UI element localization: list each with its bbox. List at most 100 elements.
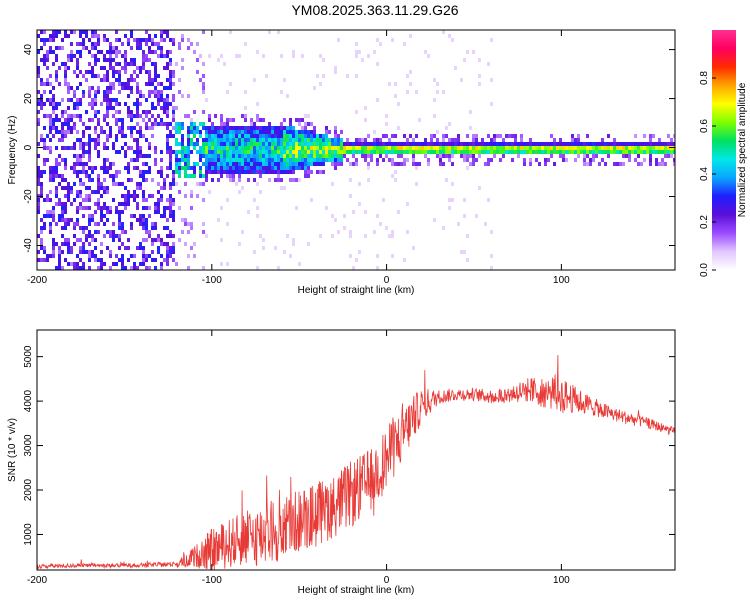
spectrogram-cell: [331, 150, 334, 154]
spectrogram-cell: [442, 154, 445, 158]
spectrogram-cell: [160, 174, 163, 178]
spectrogram-cell: [307, 242, 310, 246]
spectrogram-cell: [280, 54, 283, 58]
spectrogram-cell: [67, 222, 70, 226]
spectrogram-cell: [187, 222, 190, 226]
spectrogram-cell: [67, 186, 70, 190]
spectrogram-cell: [49, 90, 52, 94]
spectrogram-cell: [460, 142, 463, 146]
spectrogram-cell: [85, 70, 88, 74]
spectrogram-cell: [550, 134, 553, 138]
spectrogram-cell: [157, 250, 160, 254]
spectrogram-cell: [328, 158, 331, 162]
spectrogram-cell: [76, 114, 79, 118]
spectrogram-cell: [136, 98, 139, 102]
spectrogram-cell: [133, 198, 136, 202]
spectrogram-cell: [67, 242, 70, 246]
spectrogram-cell: [364, 150, 367, 154]
spectrogram-cell: [40, 190, 43, 194]
spectrogram-cell: [634, 146, 637, 150]
spectrogram-cell: [100, 102, 103, 106]
spectrogram-cell: [127, 86, 130, 90]
spectrogram-cell: [205, 146, 208, 150]
spectrogram-cell: [175, 126, 178, 130]
spectrogram-cell: [292, 162, 295, 166]
spectrogram-cell: [172, 134, 175, 138]
spectrogram-cell: [259, 118, 262, 122]
spectrogram-cell: [427, 150, 430, 154]
spectrogram-cell: [253, 142, 256, 146]
spectrogram-cell: [448, 146, 451, 150]
spectrogram-cell: [382, 198, 385, 202]
spectrogram-cell: [169, 182, 172, 186]
spectrogram-cell: [280, 150, 283, 154]
spectrogram-cell: [82, 266, 85, 270]
spectrogram-cell: [46, 158, 49, 162]
spectrogram-cell: [457, 146, 460, 150]
spectrogram-cell: [70, 86, 73, 90]
spectrogram-cell: [139, 218, 142, 222]
spectrogram-cell: [85, 194, 88, 198]
spectrogram-cell: [55, 166, 58, 170]
spectrogram-cell: [280, 158, 283, 162]
spectrogram-cell: [604, 162, 607, 166]
spectrogram-cell: [172, 42, 175, 46]
spectrogram-cell: [172, 182, 175, 186]
spectrogram-cell: [64, 206, 67, 210]
spectrogram-cell: [61, 62, 64, 66]
spectrogram-cell: [520, 138, 523, 142]
spectrogram-cell: [118, 130, 121, 134]
spectrogram-cell: [94, 202, 97, 206]
spectrogram-cell: [250, 146, 253, 150]
spectrogram-cell: [58, 82, 61, 86]
spectrogram-cell: [145, 54, 148, 58]
spectrogram-cell: [61, 202, 64, 206]
spectrogram-cell: [364, 210, 367, 214]
spectrogram-cell: [406, 158, 409, 162]
spectrogram-cell: [175, 130, 178, 134]
spectrogram-cell: [175, 122, 178, 126]
spectrogram-cell: [94, 74, 97, 78]
spectrogram-cell: [190, 138, 193, 142]
spectrogram-cell: [76, 210, 79, 214]
spectrogram-cell: [133, 114, 136, 118]
spectrogram-cell: [466, 234, 469, 238]
spectrogram-cell: [322, 158, 325, 162]
spectrogram-cell: [166, 142, 169, 146]
spectrogram-cell: [217, 146, 220, 150]
spectrogram-cell: [298, 146, 301, 150]
spectrogram-cell: [136, 154, 139, 158]
spectrogram-cell: [643, 142, 646, 146]
spectrogram-cell: [283, 186, 286, 190]
spectrogram-cell: [97, 110, 100, 114]
spectrogram-cell: [130, 58, 133, 62]
spectrogram-cell: [259, 170, 262, 174]
spectrogram-cell: [112, 58, 115, 62]
spectrogram-cell: [259, 146, 262, 150]
spectrogram-cell: [142, 62, 145, 66]
spectrogram-cell: [106, 90, 109, 94]
spectrogram-cell: [232, 118, 235, 122]
spectrogram-cell: [376, 254, 379, 258]
spectrogram-cell: [139, 186, 142, 190]
spectrogram-cell: [97, 42, 100, 46]
spectrogram-cell: [262, 166, 265, 170]
y-tick-label: 20: [23, 93, 34, 105]
spectrogram-cell: [496, 146, 499, 150]
spectrogram-cell: [49, 222, 52, 226]
spectrogram-cell: [145, 254, 148, 258]
spectrogram-cell: [37, 74, 40, 78]
spectrogram-cell: [229, 138, 232, 142]
spectrogram-cell: [358, 138, 361, 142]
spectrogram-cell: [355, 54, 358, 58]
spectrogram-cell: [154, 34, 157, 38]
spectrogram-cell: [52, 106, 55, 110]
spectrogram-cell: [139, 134, 142, 138]
spectrogram-cell: [304, 158, 307, 162]
spectrogram-cell: [40, 170, 43, 174]
spectrogram-cell: [223, 158, 226, 162]
spectrogram-cell: [109, 46, 112, 50]
spectrogram-cell: [55, 146, 58, 150]
spectrogram-cell: [76, 50, 79, 54]
spectrogram-cell: [469, 154, 472, 158]
